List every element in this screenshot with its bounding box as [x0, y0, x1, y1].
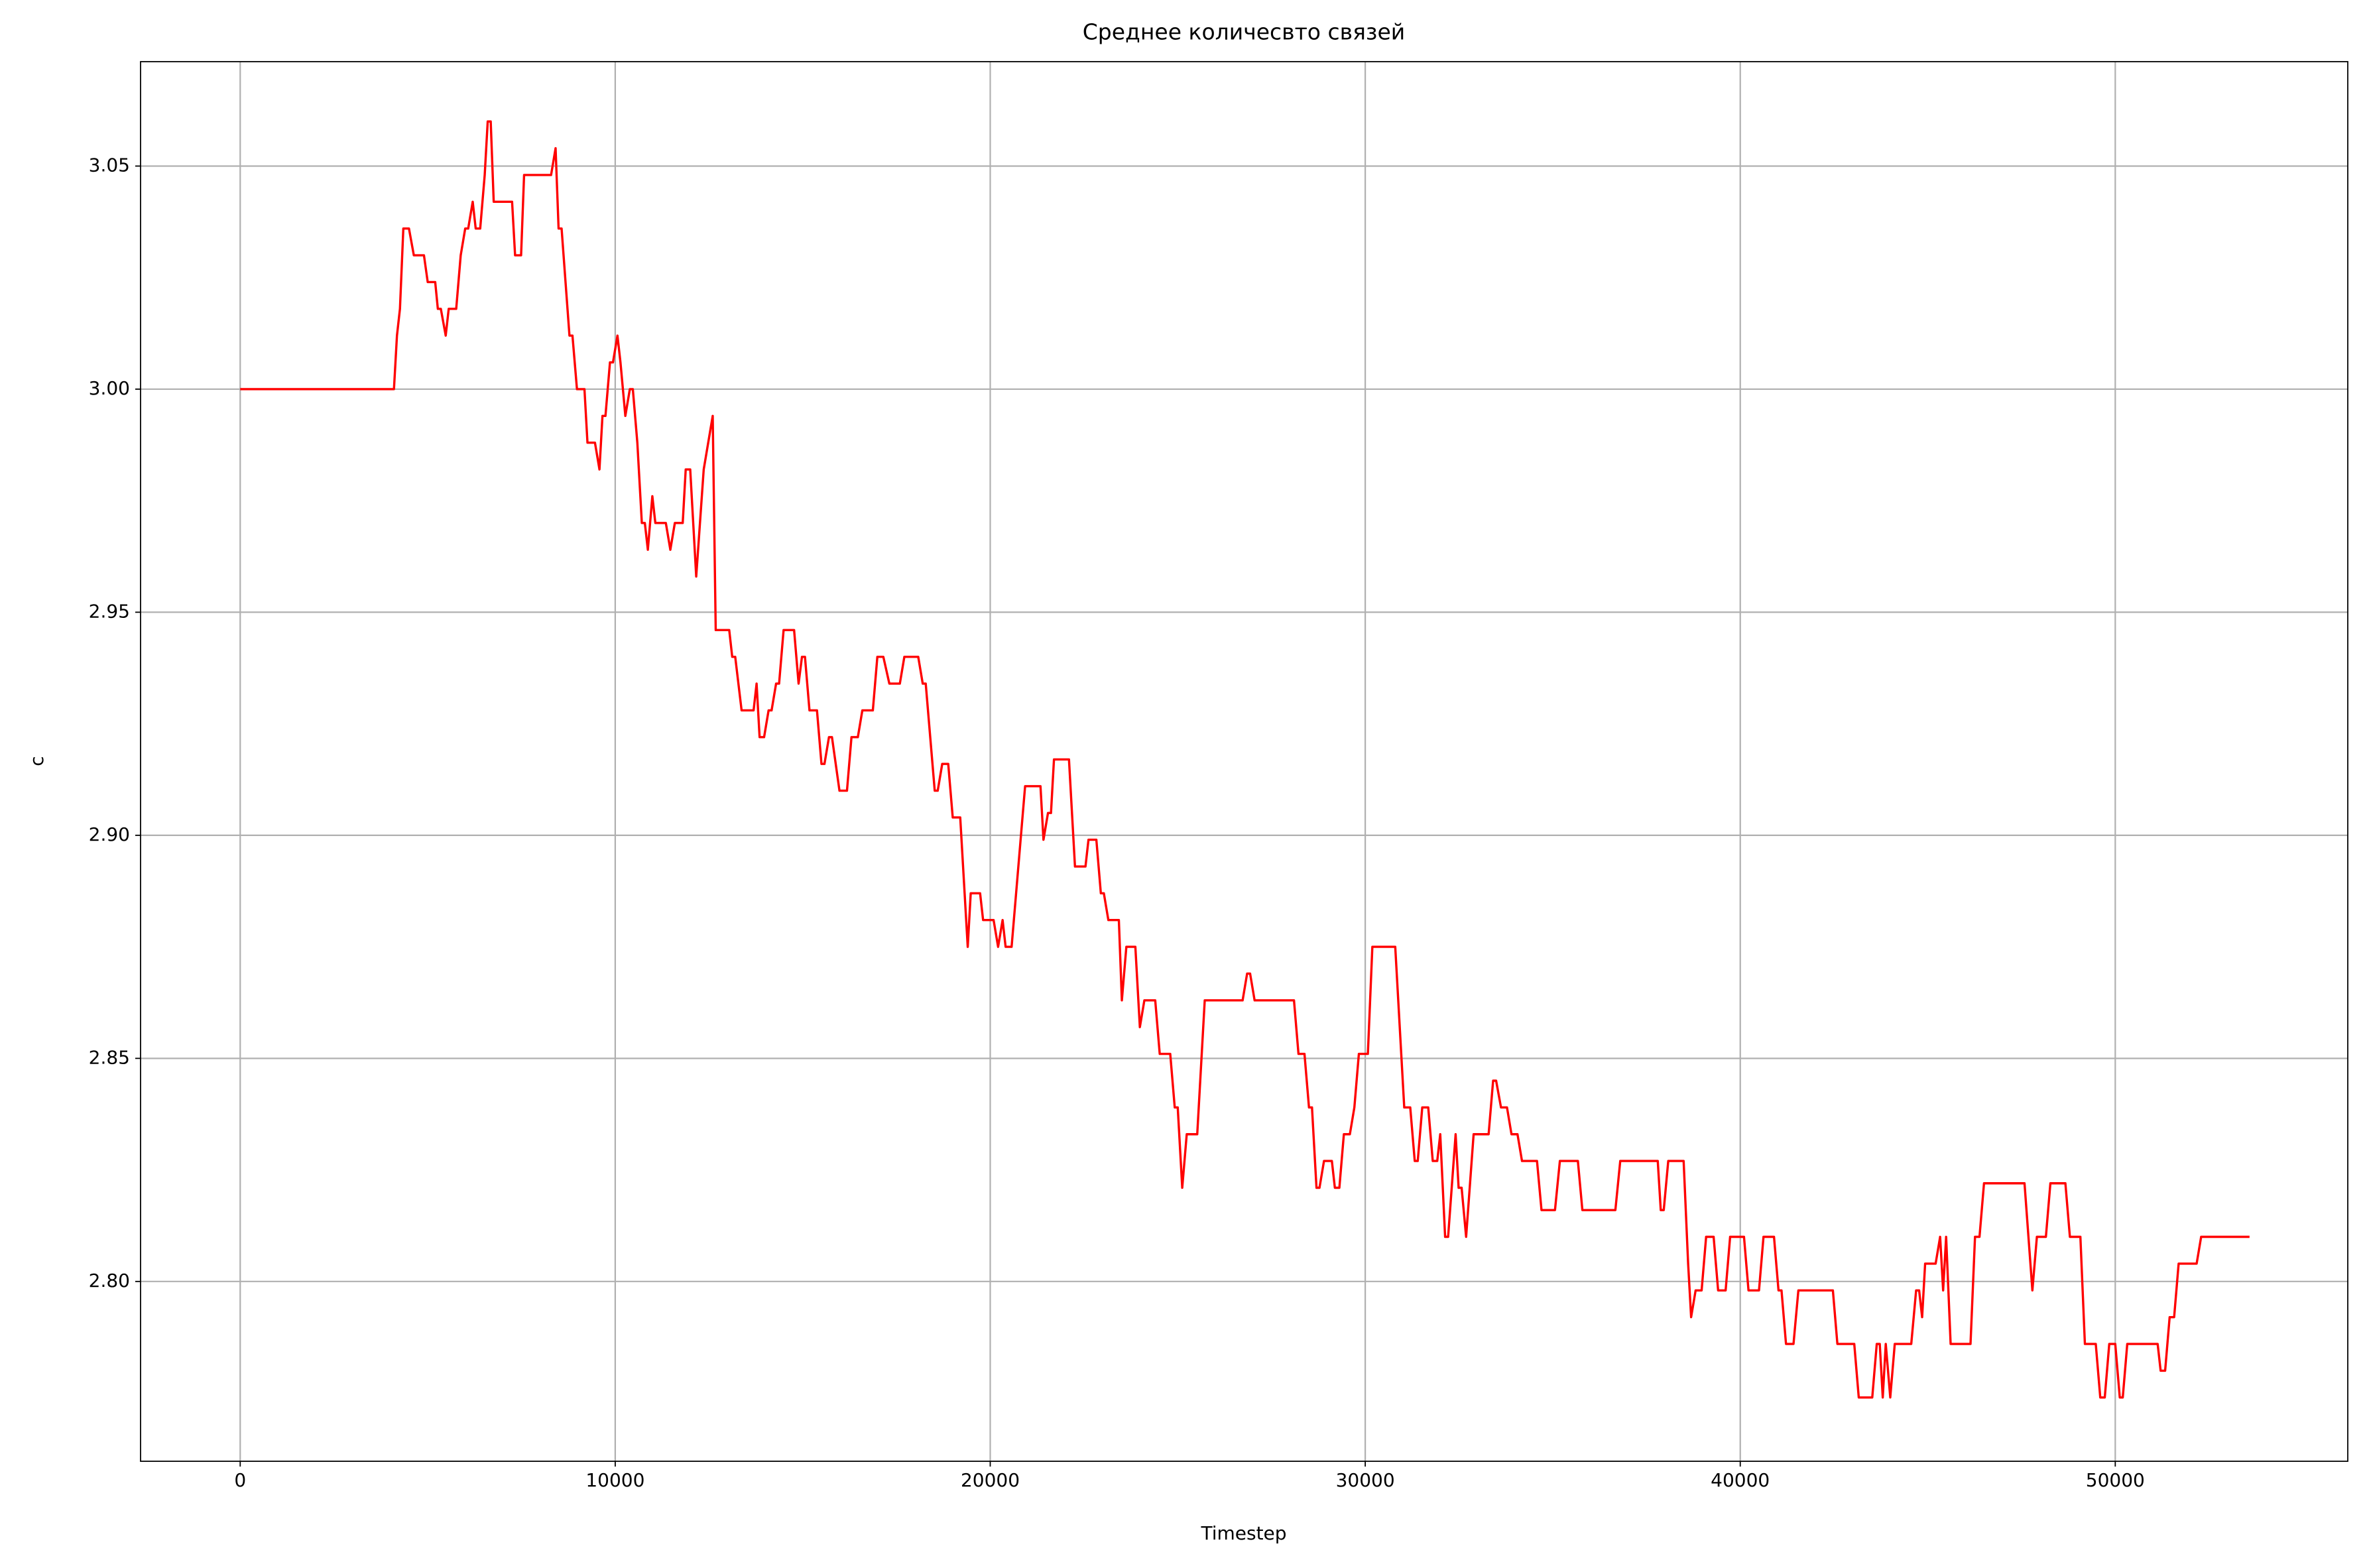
x-tick-label: 0 — [234, 1469, 246, 1491]
y-tick-label: 3.05 — [89, 154, 130, 176]
x-tick-label: 40000 — [1711, 1469, 1770, 1491]
y-tick-label: 2.85 — [89, 1046, 130, 1068]
x-tick-label: 50000 — [2086, 1469, 2145, 1491]
data-line — [240, 120, 2250, 1399]
plot-frame — [140, 61, 2348, 1462]
x-axis-label: Timestep — [1200, 1522, 1286, 1544]
y-tick-label: 2.80 — [89, 1270, 130, 1292]
x-tick-label: 10000 — [585, 1469, 644, 1491]
y-tick-label: 2.95 — [89, 600, 130, 622]
chart-title: Среднее количесвто связей — [1083, 19, 1405, 45]
x-tick-label: 20000 — [961, 1469, 1020, 1491]
x-tick-label: 30000 — [1336, 1469, 1395, 1491]
y-tick-label: 2.90 — [89, 823, 130, 845]
y-axis-label: c — [26, 756, 48, 766]
y-tick-label: 3.00 — [89, 377, 130, 399]
